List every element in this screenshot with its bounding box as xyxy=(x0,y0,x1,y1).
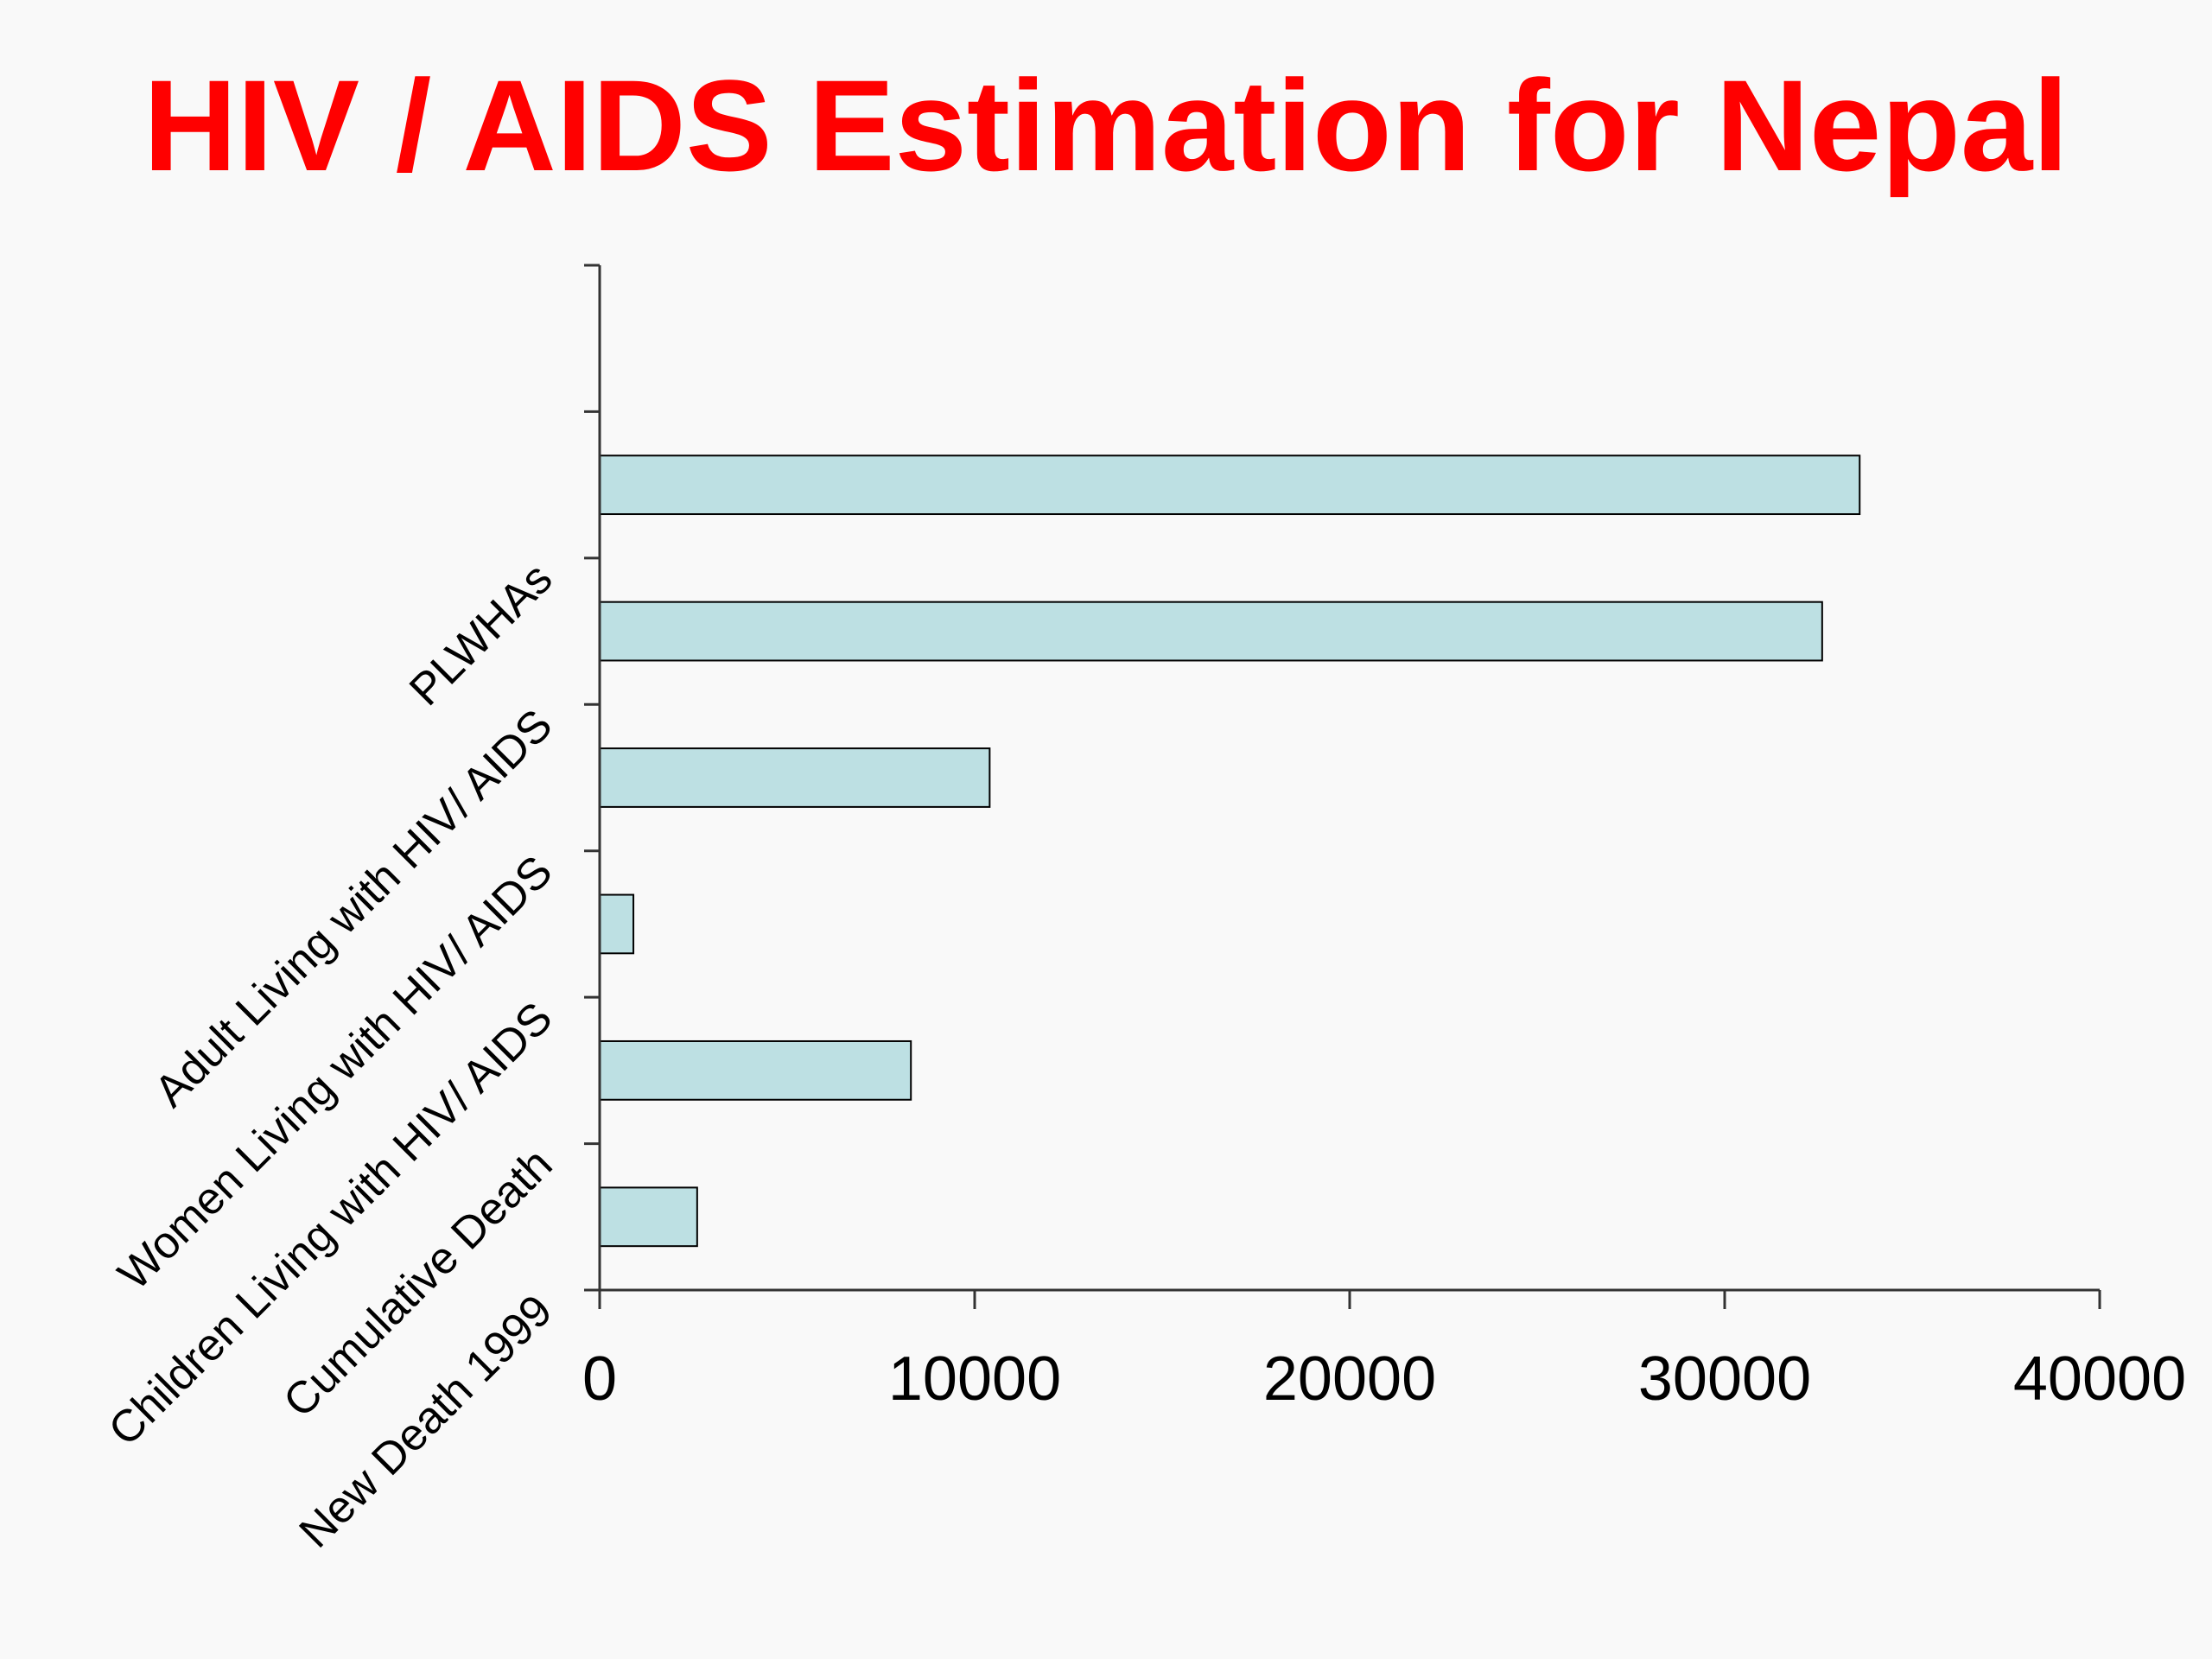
x-tick-label-2: 20000 xyxy=(1263,1344,1436,1414)
x-tick-label-4: 40000 xyxy=(2013,1344,2186,1414)
bar-4 xyxy=(599,893,635,955)
x-tick-label-1: 10000 xyxy=(888,1344,1061,1414)
category-label-5: Cumulative Death xyxy=(274,1139,562,1427)
x-tick-label-0: 0 xyxy=(582,1344,617,1414)
category-label-1: PLWHAs xyxy=(400,554,562,715)
bar-6 xyxy=(599,1186,698,1248)
bar-3 xyxy=(599,747,991,808)
chart-title: HIV / AIDS Estimation for Nepal xyxy=(143,53,2069,198)
bar-1 xyxy=(599,454,1861,516)
bar-2 xyxy=(599,601,1823,662)
category-label-6: New Death 1999 xyxy=(290,1286,563,1558)
bar-5 xyxy=(599,1039,912,1101)
x-tick-label-3: 30000 xyxy=(1638,1344,1811,1414)
